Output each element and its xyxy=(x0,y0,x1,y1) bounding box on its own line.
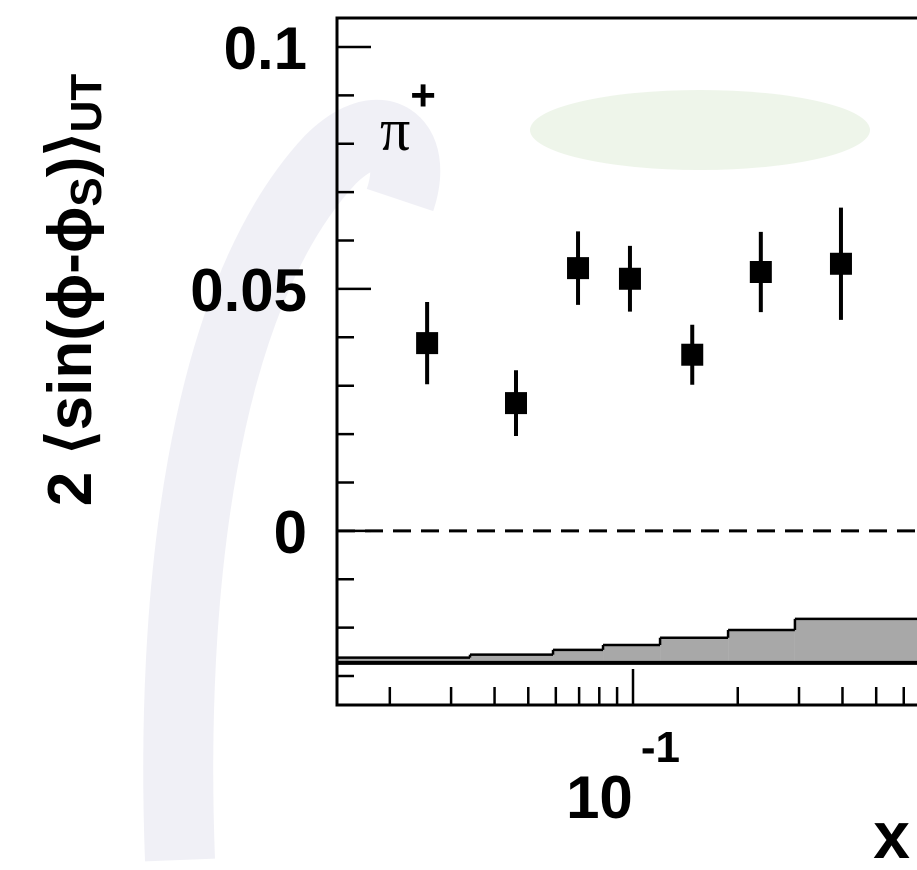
data-point xyxy=(618,267,641,290)
y-tick-label: 0.05 xyxy=(190,257,307,324)
systematic-band xyxy=(469,654,554,663)
systematic-band xyxy=(337,657,470,663)
x-tick-base: 10 xyxy=(566,764,633,831)
data-point xyxy=(567,257,590,280)
systematic-band xyxy=(794,618,917,663)
y-title-sub: UT xyxy=(62,74,111,133)
watermark xyxy=(143,99,441,862)
data-point xyxy=(829,252,852,275)
data-point xyxy=(416,332,439,355)
annotation-text: π xyxy=(380,97,410,163)
x-axis-title: x xyxy=(873,798,910,870)
watermark xyxy=(530,90,870,170)
data-point xyxy=(681,343,704,366)
annotation-sup: + xyxy=(410,71,436,120)
x-tick-exponent: -1 xyxy=(641,723,680,772)
y-title-part: 2 ⟨sin(ϕ-ϕ xyxy=(36,207,105,507)
y-tick-label: 0.1 xyxy=(224,15,307,82)
y-tick-label: 0 xyxy=(274,499,307,566)
systematic-band xyxy=(728,630,795,663)
y-title-sub: S xyxy=(62,177,111,206)
systematic-band xyxy=(603,645,661,663)
systematic-band xyxy=(660,637,729,663)
data-point xyxy=(505,392,528,415)
annotation: π+ xyxy=(380,71,436,163)
y-title-part: )⟩ xyxy=(36,132,105,177)
systematic-band xyxy=(553,649,604,663)
y-axis-title: 2 ⟨sin(ϕ-ϕS)⟩UT xyxy=(36,74,110,507)
axis-frame xyxy=(335,16,917,707)
x-tick-label: 10-1 xyxy=(566,723,680,831)
data-point xyxy=(749,260,772,283)
